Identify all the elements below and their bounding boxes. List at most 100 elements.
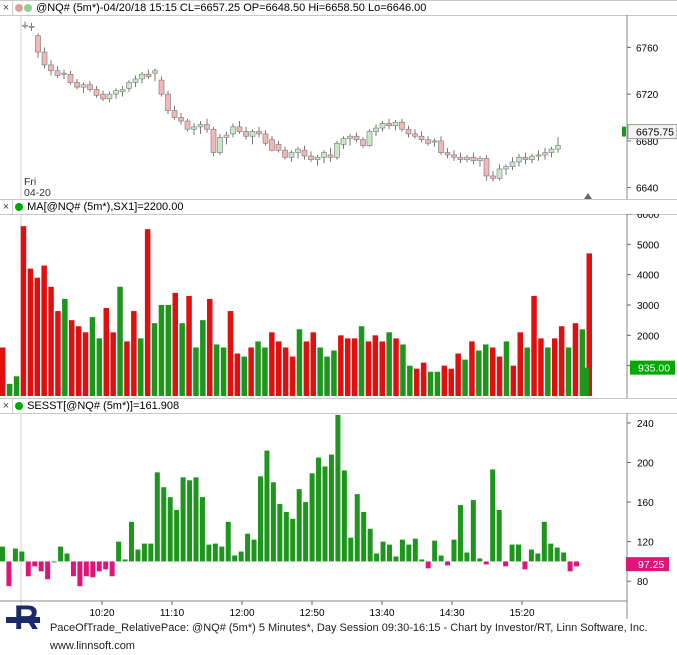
x-tick-label: 10:20: [89, 608, 114, 619]
candle: [327, 154, 334, 158]
sesst-pane-header: × SESST[@NQ# (5m*)]=161.908: [0, 398, 677, 414]
volume-bar: [200, 320, 206, 396]
sesst-bar: [477, 558, 483, 562]
candle: [490, 175, 496, 179]
candle: [529, 155, 535, 160]
volume-bar: [538, 338, 544, 396]
sesst-bar: [154, 472, 160, 562]
volume-bar: [310, 332, 316, 396]
status-dot-icon: [24, 4, 32, 12]
candle: [503, 166, 509, 170]
volume-bar: [6, 383, 13, 396]
y-tick-label: 240: [637, 419, 654, 430]
candle: [275, 144, 282, 151]
sesst-bar: [187, 480, 193, 562]
candle: [438, 140, 444, 153]
sesst-bar: [38, 561, 44, 572]
last-price-badge: [627, 124, 677, 140]
volume-bar: [572, 323, 579, 396]
y-tick-label: 6680: [636, 137, 659, 148]
sesst-bar: [77, 561, 83, 587]
volume-bar: [179, 323, 185, 396]
sesst-bar: [277, 504, 283, 562]
price-pane-header: × @NQ# (5m*)-04/20/18 15:15 CL=6657.25 O…: [0, 0, 677, 16]
candle: [35, 35, 41, 53]
volume-bar: [351, 338, 358, 396]
volume-bar: [62, 298, 68, 396]
volume-bar: [345, 338, 351, 396]
volume-bar: [545, 347, 551, 396]
close-icon[interactable]: ×: [0, 399, 13, 413]
volume-bar: [427, 371, 434, 396]
sesst-bar: [129, 521, 134, 562]
x-tick-label: 13:40: [369, 608, 394, 619]
candle: [405, 128, 412, 135]
sesst-bar: [399, 539, 405, 562]
sesst-bar: [225, 521, 231, 562]
sesst-bar: [251, 539, 257, 562]
candle: [425, 139, 431, 144]
volume-bar: [234, 353, 241, 396]
sesst-bar: [341, 470, 347, 562]
volume-bar: [331, 350, 337, 396]
candle: [314, 156, 321, 160]
volume-bar: [586, 253, 592, 396]
y-tick-label: 5000: [637, 240, 660, 251]
candle: [542, 152, 548, 156]
volume-bar: [496, 356, 503, 396]
sesst-bar: [212, 543, 218, 562]
candle: [191, 126, 197, 130]
candle: [61, 72, 67, 75]
sesst-bar: [258, 476, 263, 562]
volume-bar: [448, 368, 454, 396]
sesst-bar: [354, 494, 360, 562]
candle: [386, 123, 392, 127]
close-icon[interactable]: ×: [0, 200, 13, 214]
candle: [373, 127, 379, 132]
volume-bar: [489, 347, 496, 396]
last-value-badge: [626, 557, 669, 572]
candle: [334, 142, 340, 158]
sesst-bar: [406, 544, 412, 562]
volume-bar: [393, 338, 399, 396]
volume-chart[interactable]: 600050004000300020001000935.00: [0, 214, 677, 398]
candle: [171, 110, 178, 118]
sesst-bar: [103, 561, 109, 570]
volume-bar: [48, 286, 54, 396]
y-tick-label: 6000: [637, 214, 660, 221]
candle: [249, 131, 256, 137]
x-tick-label: 15:20: [509, 608, 534, 619]
sesst-bar: [567, 561, 573, 572]
close-icon[interactable]: ×: [0, 1, 13, 15]
candle: [340, 138, 347, 145]
candle: [295, 148, 301, 153]
candle: [262, 133, 269, 144]
sesst-bar: [232, 555, 238, 562]
sesst-bar: [496, 509, 502, 562]
volume-bar: [476, 350, 482, 396]
sesst-bar: [303, 502, 309, 562]
sesst-chart[interactable]: 240 200 160 120 80 97.25 10:20 11:10 12:00 12:50 1…: [0, 413, 677, 619]
volume-bar: [420, 362, 427, 396]
sesst-bar: [548, 543, 554, 562]
volume-bar: [583, 367, 589, 396]
sesst-bar: [535, 553, 541, 562]
sesst-bar: [32, 561, 38, 567]
volume-bar: [172, 292, 178, 396]
sesst-header-text: SESST[@NQ# (5m*)]=161.908: [27, 400, 180, 412]
last-value-label: 935.00: [638, 363, 670, 375]
sesst-bar: [161, 487, 167, 562]
sesst-bar: [574, 561, 580, 567]
candle: [535, 154, 542, 157]
candle: [321, 152, 327, 158]
volume-bar: [400, 344, 406, 396]
volume-bar: [358, 326, 365, 396]
volume-bar: [13, 376, 20, 396]
candle: [126, 82, 132, 89]
volume-bar: [89, 317, 96, 396]
status-dot-icon: [15, 402, 23, 410]
volume-bar: [213, 344, 220, 396]
candle: [308, 155, 314, 160]
sesst-bar: [58, 546, 64, 562]
